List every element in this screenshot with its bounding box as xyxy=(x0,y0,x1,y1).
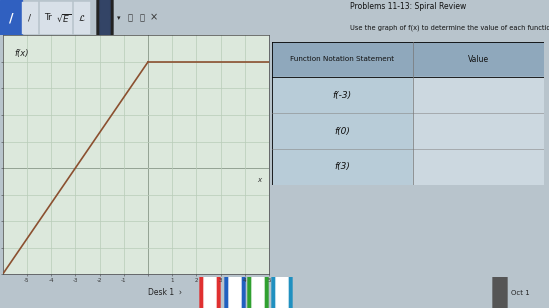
Circle shape xyxy=(204,108,216,308)
Text: $\sqrt{E}$: $\sqrt{E}$ xyxy=(56,12,72,23)
Text: notation statement.: notation statement. xyxy=(280,63,356,72)
Circle shape xyxy=(272,0,292,308)
Bar xyxy=(413,77,544,113)
Text: Problems 11-13: Spiral Review: Problems 11-13: Spiral Review xyxy=(350,2,466,11)
Text: Desk 1  ›: Desk 1 › xyxy=(148,288,182,297)
Bar xyxy=(74,2,90,34)
Text: x: x xyxy=(257,177,261,183)
Bar xyxy=(272,77,413,113)
Circle shape xyxy=(100,0,110,195)
Text: /: / xyxy=(9,11,13,24)
Circle shape xyxy=(200,0,220,308)
Text: $\mathcal{L}$: $\mathcal{L}$ xyxy=(78,13,86,23)
Text: Tr: Tr xyxy=(44,13,52,22)
Bar xyxy=(40,2,56,34)
Bar xyxy=(413,113,544,149)
Text: /: / xyxy=(29,13,31,22)
Bar xyxy=(413,42,544,77)
Text: ×: × xyxy=(150,13,158,23)
Text: Function Notation Statement: Function Notation Statement xyxy=(290,56,395,63)
Text: ⌒: ⌒ xyxy=(127,13,132,22)
Bar xyxy=(0,0,22,35)
Text: Value: Value xyxy=(468,55,489,64)
Text: Oct 1: Oct 1 xyxy=(511,290,529,296)
Bar xyxy=(272,42,413,77)
Bar xyxy=(272,149,413,185)
Circle shape xyxy=(276,108,288,308)
Circle shape xyxy=(493,77,507,308)
Circle shape xyxy=(225,0,245,308)
Bar xyxy=(22,2,38,34)
Text: ▾: ▾ xyxy=(117,15,121,21)
Circle shape xyxy=(229,108,241,308)
Text: Use the graph of f(x) to determine the value of each function: Use the graph of f(x) to determine the v… xyxy=(280,46,514,55)
Text: f(0): f(0) xyxy=(334,127,350,136)
Text: f(-3): f(-3) xyxy=(333,91,352,100)
Text: f(x): f(x) xyxy=(15,49,29,58)
Bar xyxy=(272,113,413,149)
Bar xyxy=(413,149,544,185)
Text: f(3): f(3) xyxy=(334,162,350,171)
Text: Use the graph of f(x) to determine the value of each function: Use the graph of f(x) to determine the v… xyxy=(350,24,549,31)
Bar xyxy=(56,2,72,34)
Text: ⌒: ⌒ xyxy=(139,13,144,22)
Circle shape xyxy=(248,0,268,308)
Circle shape xyxy=(97,0,113,301)
Circle shape xyxy=(252,108,264,308)
